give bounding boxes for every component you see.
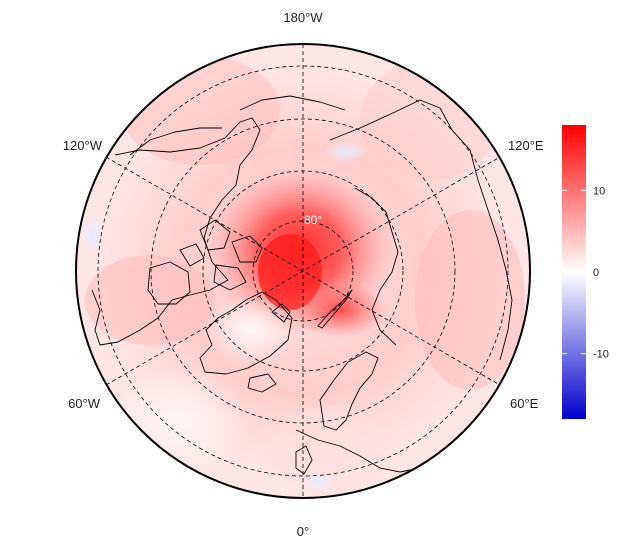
colorbar-tick-label: 10 bbox=[593, 185, 605, 197]
lon-label-top: 180°W bbox=[283, 10, 323, 25]
colorbar-tick-label: -10 bbox=[593, 349, 609, 361]
lon-label-bottom: 0° bbox=[297, 524, 309, 539]
lon-label-lower-right: 60°E bbox=[510, 396, 539, 411]
lat-label-80: 80° bbox=[304, 213, 322, 227]
lon-label-lower-left: 60°W bbox=[68, 396, 101, 411]
colorbar-tick-label: 0 bbox=[593, 267, 599, 279]
lon-label-upper-left: 120°W bbox=[63, 138, 103, 153]
colorbar: 10 0 -10 bbox=[562, 125, 609, 419]
lon-label-upper-right: 120°E bbox=[508, 138, 544, 153]
anomaly-field bbox=[70, 40, 540, 510]
